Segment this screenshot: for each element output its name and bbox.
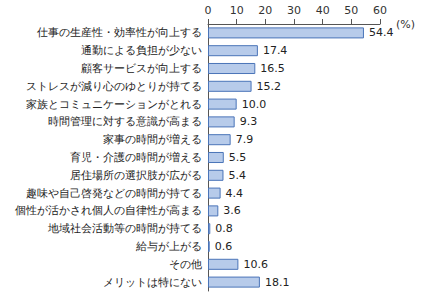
svg-text:個性が活かされ個人の自律性が高まる: 個性が活かされ個人の自律性が高まる	[15, 204, 202, 217]
svg-text:54.4: 54.4	[369, 26, 394, 39]
svg-text:家事の時間が増える: 家事の時間が増える	[103, 133, 202, 146]
svg-text:0: 0	[205, 4, 212, 17]
svg-text:18.1: 18.1	[265, 276, 290, 289]
svg-text:17.4: 17.4	[263, 44, 288, 57]
svg-text:10.0: 10.0	[242, 98, 266, 111]
svg-text:20: 20	[258, 4, 272, 17]
svg-text:給与が上がる: 給与が上がる	[135, 240, 202, 253]
svg-text:メリットは特にない: メリットは特にない	[103, 276, 202, 289]
svg-text:居住場所の選択肢が広がる: 居住場所の選択肢が広がる	[70, 169, 202, 182]
svg-text:60: 60	[373, 4, 387, 17]
svg-text:時間管理に対する意識が高まる: 時間管理に対する意識が高まる	[48, 115, 202, 128]
svg-text:0.6: 0.6	[215, 240, 233, 253]
svg-text:9.3: 9.3	[240, 115, 258, 128]
svg-text:通勤による負担が少ない: 通勤による負担が少ない	[81, 44, 202, 57]
svg-text:7.9: 7.9	[236, 133, 254, 146]
svg-text:3.6: 3.6	[223, 204, 241, 217]
svg-text:育児・介護の時間が増える: 育児・介護の時間が増える	[70, 151, 202, 164]
svg-text:50: 50	[344, 4, 358, 17]
svg-text:16.5: 16.5	[260, 62, 285, 75]
svg-text:趣味や自己啓発などの時間が持てる: 趣味や自己啓発などの時間が持てる	[26, 187, 202, 200]
svg-text:10: 10	[230, 4, 244, 17]
svg-text:ストレスが減り心のゆとりが持てる: ストレスが減り心のゆとりが持てる	[26, 80, 202, 93]
svg-text:15.2: 15.2	[257, 80, 282, 93]
svg-text:4.4: 4.4	[226, 187, 244, 200]
svg-text:その他: その他	[169, 258, 202, 271]
svg-text:0.8: 0.8	[215, 222, 233, 235]
svg-text:地域社会活動等の時間が持てる: 地域社会活動等の時間が持てる	[47, 222, 202, 235]
svg-text:家族とコミュニケーションがとれる: 家族とコミュニケーションがとれる	[26, 98, 202, 111]
svg-text:(%): (%)	[396, 18, 415, 31]
svg-text:30: 30	[287, 4, 301, 17]
svg-text:10.6: 10.6	[243, 258, 268, 271]
svg-text:仕事の生産性・効率性が向上する: 仕事の生産性・効率性が向上する	[37, 26, 202, 39]
svg-text:5.5: 5.5	[229, 151, 247, 164]
svg-text:5.4: 5.4	[228, 169, 246, 182]
svg-text:40: 40	[316, 4, 330, 17]
svg-text:顧客サービスが向上する: 顧客サービスが向上する	[81, 62, 202, 75]
